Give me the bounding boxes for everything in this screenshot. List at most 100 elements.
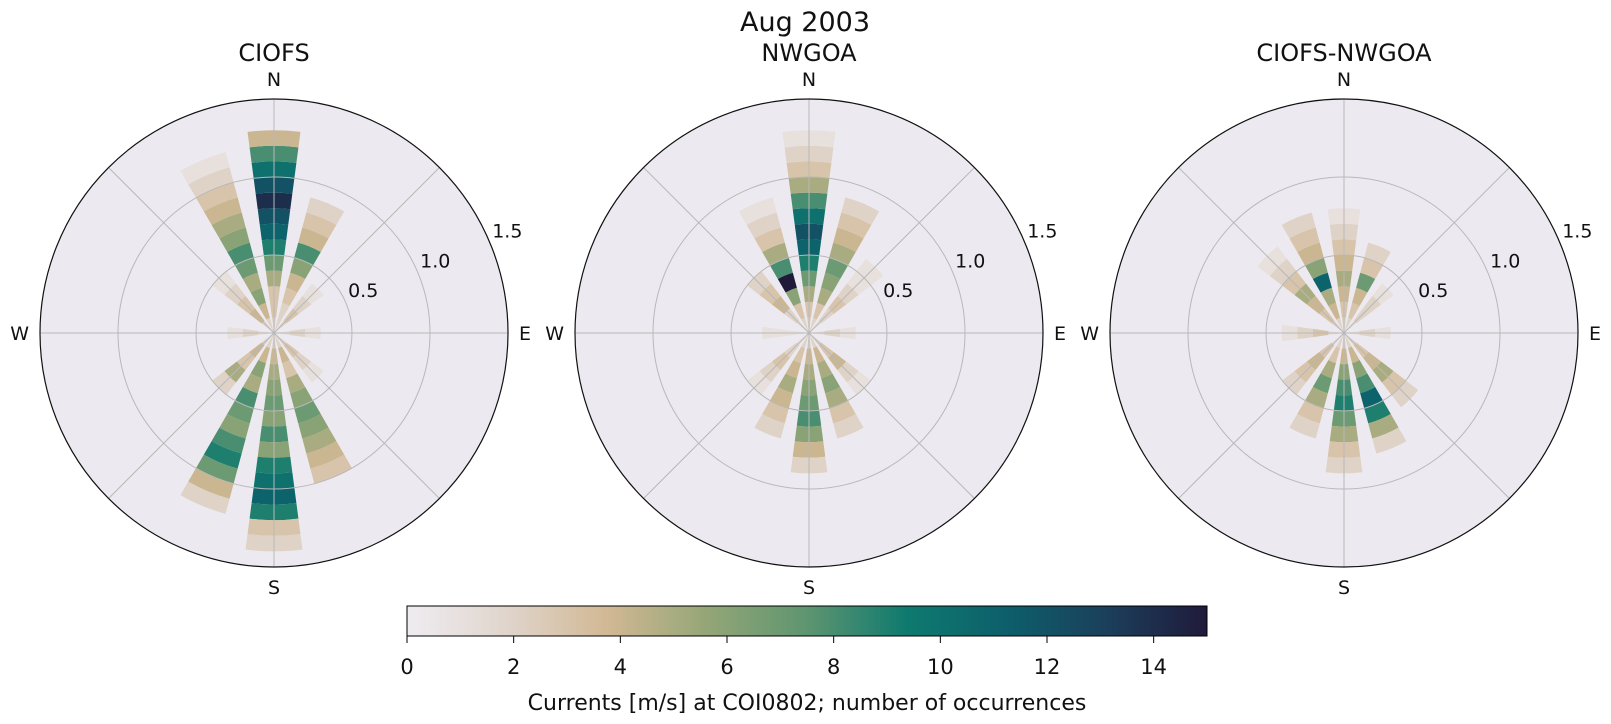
bin-cell [754,414,785,439]
compass-n: N [802,69,816,91]
bin-cell [1368,414,1399,439]
bin-cell [203,197,242,225]
panel-title: CIOFS [238,39,309,67]
colorbar-tick-label: 0 [400,655,413,679]
colorbar-tick-label: 4 [614,655,627,679]
bin-cell [801,317,809,333]
bin-cell [282,360,298,379]
radial-tick-label: 1.5 [1562,220,1592,242]
bin-cell [298,227,329,252]
bin-cell [1281,212,1316,239]
bin-cell [1352,360,1368,379]
bin-cell [286,373,306,394]
bin-cell [274,317,282,333]
bin-cell [809,317,817,333]
colorbar: 0 2 4 6 8 10 12 14 Currents [m/s] at COI0802; n… [400,605,1208,716]
compass-w: W [10,323,29,345]
colorbar-tick-label: 8 [827,655,840,679]
bin-cell [1352,287,1368,306]
bin-cell [817,360,833,379]
bin-cell [219,227,250,252]
bin-cell [1328,302,1340,320]
bin-cell [211,427,246,454]
bin-cell [1320,287,1336,306]
bin-cell [278,346,290,364]
bin-cell [282,287,298,306]
bin-cell [286,272,306,293]
radial-tick-label: 1.0 [1490,250,1520,272]
bin-cell [1289,227,1320,252]
bin-cell [785,360,801,379]
compass-e: E [1589,323,1601,345]
bin-cell [250,360,266,379]
bin-cell [754,227,785,252]
bin-cell [1356,373,1376,394]
bin-cell [203,441,242,469]
bin-cell [833,414,864,439]
polar-grid [1110,99,1578,567]
polar-panel-nwgoa: 0.5 1.0 1.5 N S E W NWGOA [545,39,1066,599]
bin-cell [1312,272,1332,293]
angular-gridline [1178,167,1345,334]
compass-n: N [1337,69,1351,91]
compass-e: E [519,323,531,345]
bin-cell [266,333,274,349]
angular-gridline [808,332,975,499]
bin-cell [1356,272,1376,293]
radial-tick-label: 0.5 [348,280,378,302]
bin-cell [219,414,250,439]
bin-cell [242,373,262,394]
polar-outline [1109,98,1579,568]
compass-n: N [267,69,281,91]
bin-cell [841,197,880,225]
angular-gridline [1343,332,1510,499]
bin-cell [813,346,825,364]
bin-cell [1344,333,1352,349]
angular-gridline [273,167,440,334]
bin-cell [310,454,352,484]
bin-cell [188,468,234,499]
polar-panel-ciofs: 0.5 1.0 1.5 N S E W CIOFS [10,39,531,599]
bin-cell [1312,373,1332,394]
panel-title: CIOFS-NWGOA [1256,39,1432,67]
angular-gridline [1343,167,1510,334]
bin-cell [809,333,817,349]
compass-s: S [1338,577,1350,599]
bin-cell [1336,333,1344,349]
bin-cell [801,333,809,349]
bin-cell [258,346,270,364]
bin-cell [1348,302,1360,320]
bin-cell [746,212,781,239]
bin-cell [1289,414,1320,439]
bin-cell [785,287,801,306]
radial-tick-label: 1.0 [420,250,450,272]
angular-gridline [1178,332,1345,499]
bin-cell [306,197,345,225]
bin-cell [266,317,274,333]
bin-cell [250,287,266,306]
bin-cell [1328,346,1340,364]
radial-tick-label: 1.0 [955,250,985,272]
bin-cell [1348,346,1360,364]
bin-cell [196,182,238,212]
angular-gridline [108,167,275,334]
bin-cell [793,346,805,364]
colorbar-tick-label: 6 [720,655,733,679]
polar-panel-diff: 0.5 1.0 1.5 N S E W CIOFS-NWGOA [1080,39,1601,599]
bin-cell [777,373,797,394]
bin-cell [242,272,262,293]
bin-cell [274,333,282,349]
radial-tick-label: 1.5 [1027,220,1057,242]
bin-cell [302,427,337,454]
bin-cell [777,272,797,293]
bin-cell [211,212,246,239]
bin-cell [298,414,329,439]
angular-gridline [108,332,275,499]
colorbar-tick-label: 12 [1034,655,1061,679]
bin-cell [258,302,270,320]
polar-outline [39,98,509,568]
bin-cell [1344,317,1352,333]
bin-cell [302,212,337,239]
bin-cell [821,373,841,394]
